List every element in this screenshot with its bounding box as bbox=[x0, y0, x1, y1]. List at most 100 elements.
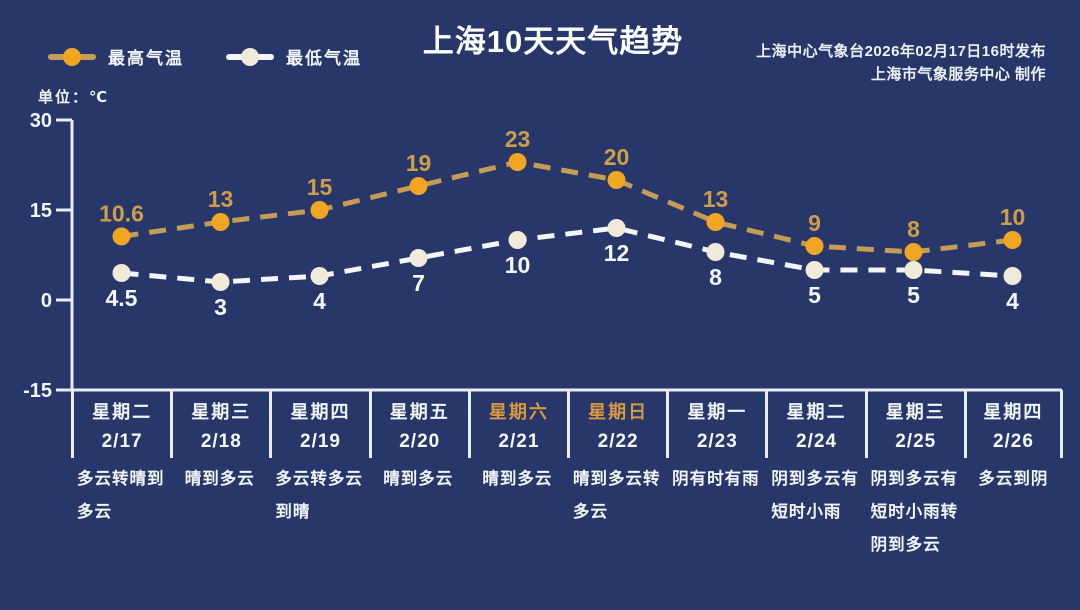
day-column-head: 星期三 2/18 bbox=[170, 390, 269, 458]
weekday-label: 星期五 bbox=[389, 402, 450, 422]
date-label: 2/22 bbox=[597, 431, 639, 452]
weekday-label: 星期三 bbox=[191, 402, 252, 422]
data-point bbox=[112, 227, 131, 246]
weather-description: 多云转多云到晴 bbox=[275, 470, 363, 521]
legend-label-low: 最低气温 bbox=[286, 49, 362, 68]
data-point bbox=[508, 153, 527, 171]
day-column: 星期六 2/21 晴到多云 bbox=[467, 390, 567, 562]
low-temp-line-icon bbox=[226, 47, 274, 66]
weekday-label: 星期四 bbox=[983, 402, 1044, 422]
data-point bbox=[508, 231, 527, 249]
weekday-label: 星期一 bbox=[687, 402, 748, 422]
data-point bbox=[904, 261, 923, 279]
weather-description: 阴到多云有短时小雨 bbox=[771, 470, 859, 521]
weather-description: 阴到多云有短时小雨转阴到多云 bbox=[870, 470, 959, 554]
day-column-head: 星期四 2/19 bbox=[269, 390, 368, 458]
unit-label: 单位：℃ bbox=[38, 89, 110, 106]
value-label: 9 bbox=[808, 210, 821, 236]
weather-description: 晴到多云 bbox=[184, 470, 255, 488]
data-point bbox=[904, 243, 923, 261]
value-label: 7 bbox=[412, 270, 425, 296]
day-column-head: 星期二 2/24 bbox=[765, 390, 864, 458]
value-label: 10 bbox=[505, 252, 531, 278]
issue-line: 上海中心气象台2026年02月17日16时发布 bbox=[756, 43, 1046, 60]
high-series-line bbox=[121, 159, 1013, 255]
data-point bbox=[409, 249, 428, 267]
date-label: 2/18 bbox=[200, 431, 242, 452]
date-label: 2/26 bbox=[992, 431, 1034, 452]
high-series: 10.6 13 15 19 23 20 13 9 8 10 bbox=[99, 126, 1025, 261]
date-label: 2/21 bbox=[498, 431, 540, 452]
value-label: 13 bbox=[703, 186, 729, 212]
date-label: 2/24 bbox=[796, 431, 838, 452]
date-label: 2/23 bbox=[696, 431, 738, 452]
weekday-label: 星期四 bbox=[290, 402, 351, 422]
data-point bbox=[607, 219, 626, 237]
date-label: 2/25 bbox=[895, 431, 937, 452]
data-point bbox=[805, 261, 824, 279]
value-label: 10 bbox=[1000, 204, 1026, 230]
day-column-head: 星期四 2/26 bbox=[963, 390, 1064, 458]
day-column: 星期三 2/18 晴到多云 bbox=[170, 390, 269, 562]
value-label: 12 bbox=[604, 240, 630, 266]
data-point bbox=[310, 201, 329, 219]
day-column-head: 星期日 2/22 bbox=[567, 390, 666, 458]
weather-description: 多云到阴 bbox=[978, 470, 1049, 488]
weather-description: 多云转晴到多云 bbox=[77, 470, 165, 521]
issue-info: 上海中心气象台2026年02月17日16时发布 上海市气象服务中心 制作 bbox=[756, 40, 1046, 86]
data-point bbox=[805, 237, 824, 255]
date-label: 2/17 bbox=[101, 431, 143, 452]
day-column-head: 星期二 2/17 bbox=[71, 390, 170, 458]
data-point bbox=[211, 213, 230, 231]
legend-item-high: 最高气温 bbox=[48, 44, 184, 69]
legend-label-high: 最高气温 bbox=[108, 49, 184, 68]
data-point bbox=[211, 273, 230, 291]
weekday-label: 星期二 bbox=[92, 402, 153, 422]
day-column-head: 星期五 2/20 bbox=[368, 390, 468, 458]
day-column: 星期日 2/22 晴到多云转多云 bbox=[567, 390, 666, 562]
data-point bbox=[607, 171, 626, 189]
y-tick-label: -15 bbox=[23, 380, 52, 402]
value-label: 5 bbox=[907, 282, 920, 308]
weekday-label: 星期二 bbox=[786, 402, 847, 422]
value-label: 4 bbox=[313, 288, 326, 314]
day-column: 星期五 2/20 晴到多云 bbox=[368, 390, 468, 562]
value-label: 10.6 bbox=[99, 200, 144, 226]
weekday-label: 星期六 bbox=[488, 402, 549, 422]
day-column: 星期四 2/26 多云到阴 bbox=[963, 390, 1064, 562]
day-column: 星期三 2/25 阴到多云有短时小雨转阴到多云 bbox=[864, 390, 964, 562]
day-column: 星期二 2/24 阴到多云有短时小雨 bbox=[765, 390, 864, 562]
data-point bbox=[1003, 231, 1022, 249]
value-label: 20 bbox=[604, 144, 630, 170]
y-axis: 30 15 0 -15 bbox=[23, 110, 1062, 402]
day-column-head: 星期三 2/25 bbox=[864, 390, 964, 458]
low-series-line bbox=[121, 225, 1013, 285]
y-tick-label: 30 bbox=[30, 110, 52, 132]
data-point bbox=[310, 267, 329, 285]
day-column-head: 星期一 2/23 bbox=[666, 390, 765, 458]
legend-item-low: 最低气温 bbox=[226, 44, 362, 69]
data-point bbox=[112, 264, 131, 282]
value-label: 15 bbox=[307, 174, 333, 200]
page-title: 上海10天天气趋势 bbox=[422, 24, 684, 59]
legend: 最高气温 最低气温 bbox=[48, 44, 404, 69]
data-point bbox=[409, 177, 428, 195]
value-label: 4.5 bbox=[106, 285, 138, 311]
data-point bbox=[706, 213, 725, 231]
data-point bbox=[1003, 267, 1022, 285]
value-label: 13 bbox=[208, 186, 234, 212]
y-tick-label: 15 bbox=[30, 200, 52, 222]
weather-description: 阴有时有雨 bbox=[672, 470, 760, 488]
value-label: 5 bbox=[808, 282, 821, 308]
value-label: 8 bbox=[907, 216, 920, 242]
value-label: 19 bbox=[406, 150, 432, 176]
weather-description: 晴到多云 bbox=[482, 470, 553, 488]
value-label: 4 bbox=[1006, 288, 1019, 314]
weather-description: 晴到多云 bbox=[383, 470, 454, 488]
weekday-label: 星期日 bbox=[588, 402, 649, 422]
value-label: 23 bbox=[505, 126, 531, 152]
value-label: 8 bbox=[709, 264, 722, 290]
low-temp-dot-icon bbox=[241, 47, 259, 66]
day-column-head: 星期六 2/21 bbox=[467, 390, 567, 458]
